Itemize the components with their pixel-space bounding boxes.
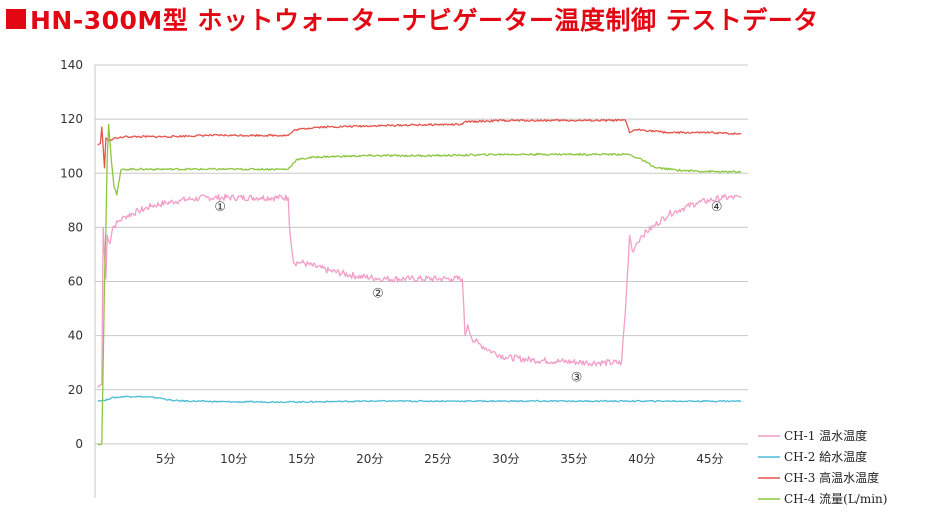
x-tick-label: 5分 bbox=[156, 452, 176, 466]
series-line bbox=[97, 395, 742, 404]
y-tick-label: 40 bbox=[68, 329, 83, 343]
series-line bbox=[97, 118, 742, 169]
gridlines bbox=[95, 64, 748, 445]
x-tick-label: 10分 bbox=[220, 452, 247, 466]
legend-label: CH-2 給水温度 bbox=[784, 449, 867, 464]
legend-label: CH-1 温水温度 bbox=[784, 428, 867, 443]
annotation-label: ④ bbox=[711, 200, 723, 215]
annotations: ① ② ③ ④ bbox=[214, 200, 722, 385]
y-tick-label: 100 bbox=[60, 166, 83, 180]
series-line bbox=[97, 123, 742, 446]
legend: CH-1 温水温度 CH-2 給水温度 CH-3 高温水温度 CH-4 流量(L/mi… bbox=[758, 428, 887, 506]
y-tick-label: 20 bbox=[68, 383, 83, 397]
legend-label: CH-3 高温水温度 bbox=[784, 470, 879, 485]
legend-label: CH-4 流量(L/min) bbox=[784, 492, 887, 506]
chart-title: HN-300M型 ホットウォーターナビゲーター温度制御 テストデータ bbox=[6, 2, 819, 36]
x-tick-label: 25分 bbox=[424, 452, 451, 466]
annotation-label: ③ bbox=[571, 371, 583, 386]
axes: 0 20 40 60 80 100 120 140 5分 10分 15分 20分 25分 30分 35分 40… bbox=[60, 58, 724, 498]
y-tick-label: 0 bbox=[75, 437, 83, 451]
annotation-label: ① bbox=[214, 200, 226, 215]
y-tick-label: 60 bbox=[68, 275, 83, 289]
x-tick-label: 40分 bbox=[628, 452, 655, 466]
red-square-icon bbox=[6, 9, 26, 29]
y-tick-label: 120 bbox=[60, 112, 83, 126]
x-tick-label: 35分 bbox=[560, 452, 587, 466]
series-line bbox=[97, 193, 742, 388]
x-tick-label: 15分 bbox=[288, 452, 315, 466]
y-tick-label: 140 bbox=[60, 58, 83, 72]
x-tick-label: 20分 bbox=[356, 452, 383, 466]
x-tick-label: 30分 bbox=[492, 452, 519, 466]
x-tick-label: 45分 bbox=[696, 452, 723, 466]
annotation-label: ② bbox=[372, 287, 384, 302]
y-tick-label: 80 bbox=[68, 220, 83, 234]
series-lines bbox=[97, 118, 742, 446]
chart-title-text: HN-300M型 ホットウォーターナビゲーター温度制御 テストデータ bbox=[30, 6, 819, 35]
